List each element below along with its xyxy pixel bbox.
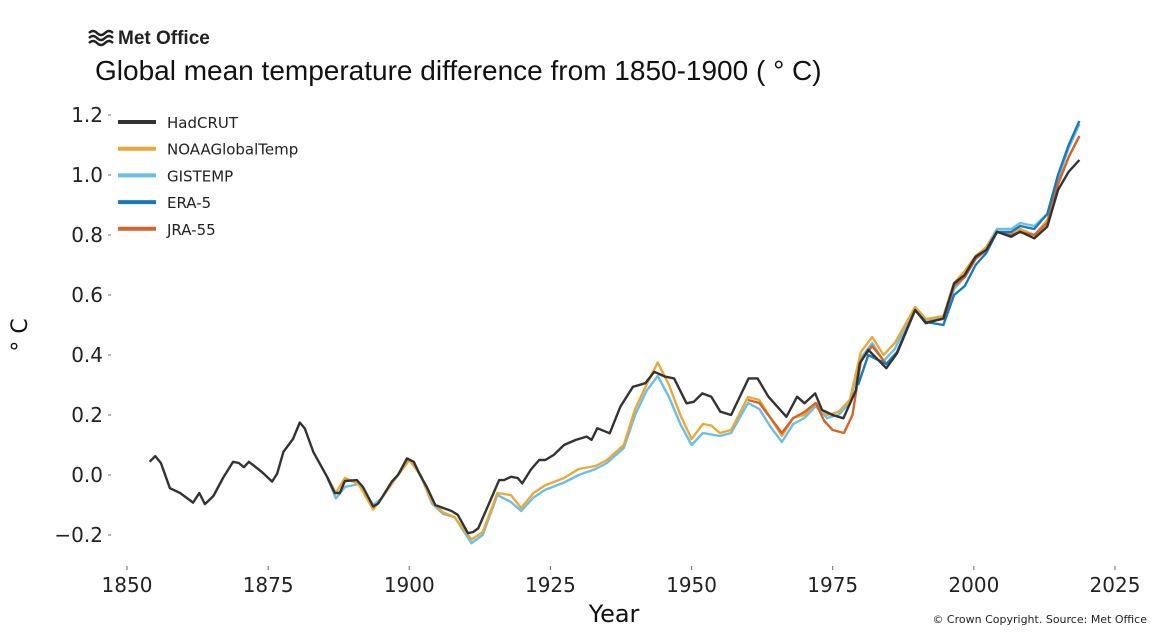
y-tick-label: 0.2 [71,403,103,427]
y-axis-label: ° C [8,318,33,351]
y-tick-label: 0.0 [71,463,103,487]
y-tick-label: 0.6 [71,283,103,307]
legend-item-noaaglobaltemp: NOAAGlobalTemp [118,141,298,159]
met-office-logo: Met Office [88,28,210,49]
y-tick-label: 0.4 [71,343,103,367]
x-tick-label: 1875 [243,573,294,597]
x-tick-label: 1950 [666,573,717,597]
x-tick-label: 2000 [948,573,999,597]
legend-label: ERA-5 [167,194,211,212]
copyright-note: © Crown Copyright. Source: Met Office [932,613,1147,626]
x-tick-label: 1900 [384,573,435,597]
legend-label: NOAAGlobalTemp [167,141,298,159]
legend-label: HadCRUT [167,114,239,132]
legend-item-gistemp: GISTEMP [118,167,233,185]
y-tick-label: 0.8 [71,223,103,247]
met-office-wave-icon [88,29,114,47]
logo-text: Met Office [118,28,210,49]
y-tick-label: 1.0 [71,163,103,187]
y-tick-label: −0.2 [54,523,103,547]
series-line-jra-55 [747,135,1081,435]
series-line-hadcrut [148,159,1081,535]
legend-label: GISTEMP [167,167,233,185]
legend-item-jra-55: JRA-55 [118,221,216,239]
legend-label: JRA-55 [166,221,216,239]
x-tick-label: 1850 [102,573,153,597]
chart-title: Global mean temperature difference from … [95,55,822,86]
x-tick-label: 2025 [1090,573,1141,597]
y-tick-label: 1.2 [71,103,103,127]
legend-item-hadcrut: HadCRUT [118,114,239,132]
x-axis-label: Year [588,600,640,628]
series-line-gistemp [325,123,1081,545]
x-tick-label: 1975 [807,573,858,597]
x-tick-label: 1925 [525,573,576,597]
legend-item-era-5: ERA-5 [118,194,211,212]
series-line-noaaglobaltemp [325,135,1081,541]
